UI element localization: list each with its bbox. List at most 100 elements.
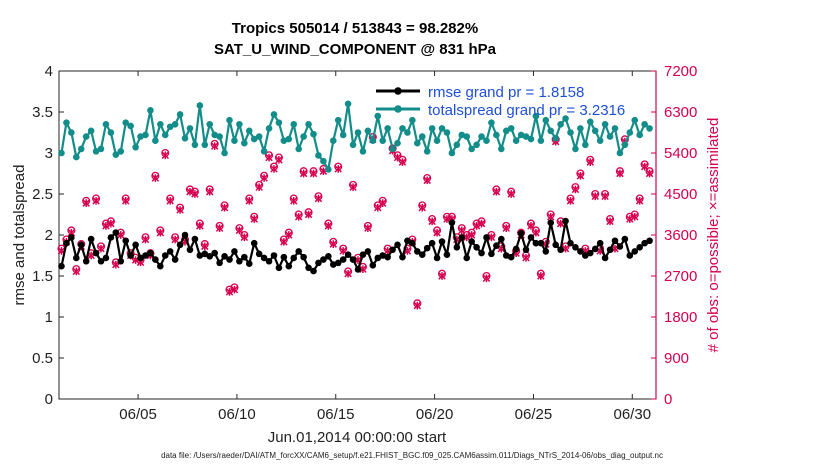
rmse-point [295, 248, 302, 255]
totalspread-point [107, 129, 115, 136]
obs-assimilated-point [477, 219, 486, 228]
totalspread-point [468, 145, 475, 153]
rmse-point [117, 257, 125, 265]
obs-assimilated-point [290, 196, 298, 205]
obs-assimilated-point [616, 169, 624, 178]
right-y-tick-label: 3600 [664, 227, 697, 244]
obs-assimilated-point [487, 233, 496, 242]
obs-assimilated-point [359, 265, 367, 274]
left-y-axis: 0 0.5 1 1.5 2 2.5 3 3.5 4 [32, 63, 64, 408]
rmse-point [384, 253, 391, 261]
rmse-point [498, 235, 505, 243]
totalspread-point [483, 137, 490, 144]
rmse-point [478, 249, 485, 257]
obs-assimilated-point [121, 196, 130, 205]
rmse-point [265, 257, 273, 265]
totalspread-point [339, 131, 347, 139]
x-axis-label: Jun.01,2014 00:00:00 start [268, 429, 447, 446]
totalspread-point [433, 137, 441, 144]
totalspread-point [498, 145, 505, 153]
x-tick-label: 06/20 [416, 406, 454, 423]
rmse-point [596, 239, 604, 247]
left-y-tick-label: 1.5 [32, 268, 53, 285]
totalspread-point [636, 131, 643, 139]
totalspread-point [315, 152, 322, 159]
totalspread-point [191, 141, 199, 149]
obs-assimilated-point [532, 228, 540, 237]
rmse-point [315, 259, 322, 267]
legend-rmse-marker [394, 87, 402, 95]
obs-assimilated-point [265, 153, 273, 162]
right-y-axis: 0 900 1800 2700 3600 4500 5400 6300 7200 [651, 63, 697, 408]
rmse-point [404, 237, 411, 245]
totalspread-point [63, 119, 70, 126]
totalspread-point [152, 137, 159, 144]
left-y-axis-label: rmse and totalspread [11, 165, 28, 306]
totalspread-point [181, 134, 189, 142]
rmse-point [157, 262, 164, 270]
totalspread-point [611, 125, 619, 132]
totalspread-point [329, 137, 337, 144]
totalspread-point [418, 133, 426, 140]
rmse-point [201, 250, 209, 258]
x-tick-label: 06/30 [614, 406, 652, 423]
obs-assimilated-point [438, 272, 446, 280]
rmse-point [567, 239, 574, 247]
rmse-point [280, 253, 288, 261]
obs-assimilated-point [547, 212, 555, 221]
rmse-point [369, 262, 377, 269]
obs-assimilated-point [260, 174, 268, 182]
x-tick-label: 06/15 [317, 406, 355, 423]
rmse-point [97, 257, 105, 265]
obs-assimilated-point [522, 253, 530, 262]
totalspread-point [582, 141, 589, 149]
chart-title-line1: Tropics 505014 / 513843 = 98.282% [232, 20, 478, 37]
totalspread-point [236, 121, 243, 128]
totalspread-point [102, 121, 110, 128]
rmse-point [112, 229, 120, 236]
rmse-point [310, 267, 317, 275]
totalspread-point [196, 102, 204, 109]
rmse-point [522, 246, 530, 254]
rmse-point [493, 242, 500, 249]
obs-assimilated-point [82, 199, 90, 207]
rmse-point [137, 254, 144, 262]
rmse-point [77, 241, 85, 249]
totalspread-point [413, 139, 421, 147]
rmse-point [433, 254, 441, 262]
rmse-point [428, 239, 436, 247]
rmse-point [646, 237, 653, 245]
obs-assimilated-point [413, 301, 422, 310]
rmse-point [275, 264, 283, 272]
obs-assimilated-point [364, 224, 372, 233]
obs-assimilated-point [250, 215, 258, 223]
rmse-point [591, 245, 599, 253]
totalspread-point [122, 119, 130, 126]
totalspread-point [443, 129, 451, 136]
totalspread-point [310, 130, 317, 138]
rmse-point [601, 254, 609, 262]
obs-assimilated-point [280, 237, 288, 246]
rmse-point [241, 253, 248, 261]
rmse-point [468, 238, 475, 245]
totalspread-point [176, 111, 184, 118]
rmse-point [636, 244, 643, 251]
totalspread-point [369, 137, 377, 144]
obs-assimilated-point [161, 151, 169, 160]
totalspread-point [586, 118, 594, 126]
obs-assimilated-point [591, 192, 599, 201]
right-y-tick-label: 900 [664, 350, 689, 367]
rmse-point [512, 245, 520, 253]
totalspread-point [488, 119, 495, 126]
obs-assimilated-point [97, 244, 105, 253]
obs-assimilated-point [433, 228, 441, 237]
left-y-tick-label: 3 [45, 145, 53, 162]
rmse-point [542, 248, 550, 255]
totalspread-point [112, 151, 120, 158]
rmse-point [448, 219, 456, 226]
obs-assimilated-point [275, 155, 283, 164]
rmse-point [562, 217, 569, 225]
obs-assimilated-point [196, 222, 204, 230]
obs-assimilated-point [378, 199, 387, 207]
totalspread-point [557, 121, 564, 128]
